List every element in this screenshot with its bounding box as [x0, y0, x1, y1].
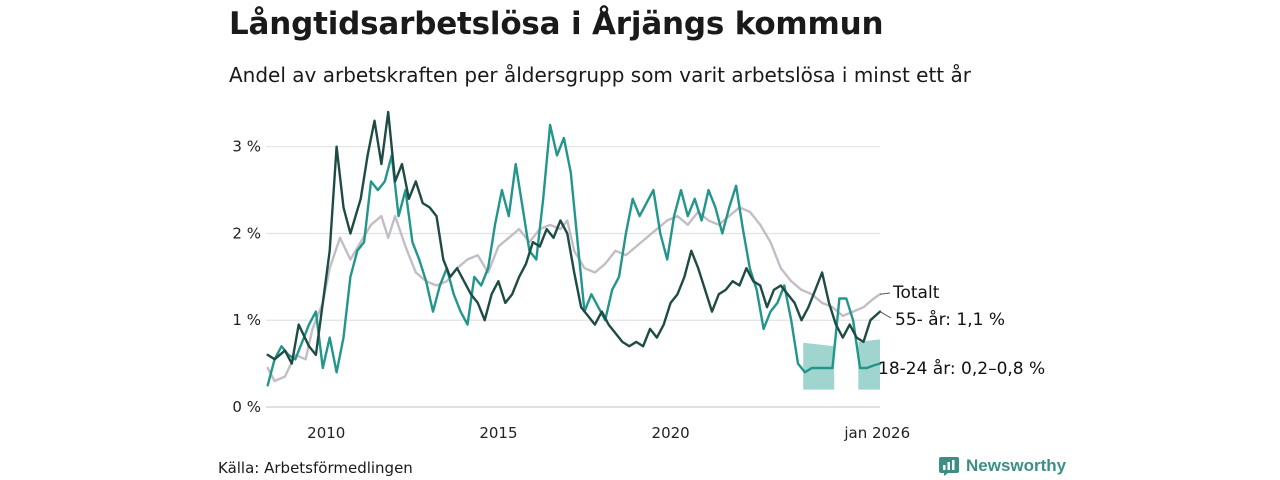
- series-lines: [266, 110, 882, 387]
- y-tick-label: 0 %: [232, 398, 261, 416]
- brand-name: Newsworthy: [966, 456, 1067, 475]
- series-end-label: Totalt: [892, 283, 940, 303]
- brand-logo[interactable]: Newsworthy: [938, 455, 1066, 477]
- uncertainty-band-0: [803, 342, 835, 390]
- x-axis: 2010 2015 2020 jan 2026: [307, 424, 910, 442]
- x-tick-label: 2010: [307, 424, 345, 442]
- y-tick-label: 1 %: [232, 311, 261, 329]
- chart-title: Långtidsarbetslösa i Årjängs kommun: [229, 6, 884, 42]
- series-line-1: [266, 110, 882, 365]
- series-end-label: 55- år: 1,1 %: [895, 309, 1005, 330]
- uncertainty-bands: [803, 339, 880, 390]
- source-note: Källa: Arbetsförmedlingen: [218, 459, 413, 477]
- label-connector: [879, 311, 892, 319]
- y-tick-label: 3 %: [232, 138, 261, 156]
- series-line-2: [266, 123, 882, 387]
- x-tick-label: jan 2026: [843, 424, 910, 442]
- y-tick-label: 2 %: [232, 224, 261, 242]
- newsworthy-logo-icon: [939, 457, 959, 476]
- chart-subtitle: Andel av arbetskraften per åldersgrupp s…: [229, 63, 971, 87]
- label-connector: [879, 292, 891, 295]
- y-axis: 0 % 1 % 2 % 3 %: [232, 138, 261, 416]
- series-end-label: 18-24 år: 0,2–0,8 %: [878, 358, 1045, 379]
- x-tick-label: 2015: [479, 424, 517, 442]
- uncertainty-band-1: [858, 339, 880, 390]
- series-labels: Totalt 55- år: 1,1 % 18-24 år: 0,2–0,8 %: [878, 283, 1045, 379]
- x-tick-label: 2020: [652, 424, 690, 442]
